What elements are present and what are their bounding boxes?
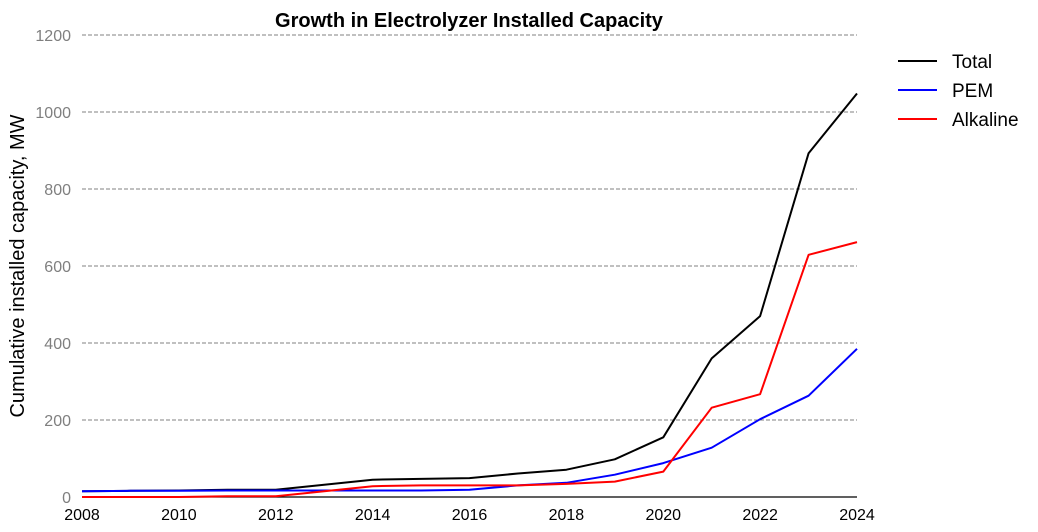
series-line-alkaline: [82, 241, 858, 498]
x-tick-label: 2022: [742, 507, 778, 524]
x-tick-label: 2016: [452, 507, 488, 524]
y-tick-label: 200: [44, 413, 71, 430]
legend-label-alkaline: Alkaline: [952, 110, 1019, 131]
chart-title: Growth in Electrolyzer Installed Capacit…: [275, 10, 664, 32]
x-tick-labels: 2008 2010 2012 2014 2016 2018 2020 2022 2024: [64, 507, 875, 524]
y-tick-label: 1000: [35, 105, 71, 122]
x-tick-label: 2014: [355, 507, 391, 524]
y-tick-label: 0: [62, 490, 71, 507]
y-tick-label: 1200: [35, 28, 71, 45]
legend-label-total: Total: [952, 52, 992, 73]
x-tick-label: 2010: [161, 507, 197, 524]
x-tick-label: 2020: [645, 507, 681, 524]
grid-lines: [82, 34, 857, 421]
y-tick-label: 600: [44, 259, 71, 276]
y-tick-label: 800: [44, 182, 71, 199]
x-tick-label: 2008: [64, 507, 100, 524]
y-axis-label: Cumulative installed capacity, MW: [7, 114, 29, 417]
series-line-pem: [81, 348, 858, 493]
y-tick-label: 400: [44, 336, 71, 353]
series-lines: [81, 92, 858, 498]
legend: Total PEM Alkaline: [898, 52, 1019, 131]
legend-label-pem: PEM: [952, 81, 993, 102]
x-tick-label: 2012: [258, 507, 294, 524]
x-tick-label: 2018: [549, 507, 585, 524]
y-tick-labels: 0 200 400 600 800 1000 1200: [35, 28, 71, 507]
x-tick-label: 2024: [839, 507, 875, 524]
